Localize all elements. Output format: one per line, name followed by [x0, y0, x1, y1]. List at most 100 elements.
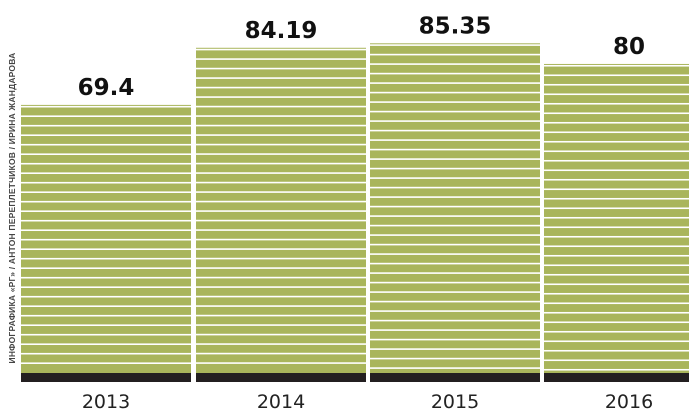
bar-stripe — [544, 150, 689, 153]
bar-stripe — [370, 110, 540, 113]
bar-stripe — [544, 283, 689, 286]
bar-stripe — [370, 300, 540, 303]
bar-stripe — [21, 210, 191, 213]
bar-stripe — [370, 234, 540, 236]
bar-stripe — [21, 181, 191, 184]
bar-stripe — [21, 352, 191, 355]
bar-stripe — [544, 207, 689, 210]
bar-stripe — [196, 333, 366, 336]
bar-stripe — [370, 367, 540, 369]
bar-stripe — [370, 91, 540, 94]
bar-stripe — [196, 362, 366, 364]
bar-stripe — [370, 310, 540, 312]
value-label-2013: 69.4 — [78, 75, 135, 101]
bar-stripe — [370, 167, 540, 170]
bar-stripe — [544, 292, 689, 295]
bar-stripe — [370, 338, 540, 341]
bar-stripe — [21, 200, 191, 203]
bar-stripe — [370, 129, 540, 132]
bar-stripe — [196, 124, 366, 127]
bar-stripe — [544, 64, 689, 67]
bar-stripe — [196, 295, 366, 298]
bar-stripe — [544, 83, 689, 86]
value-label-2015: 85.35 — [419, 13, 492, 39]
bar-stripe — [196, 134, 366, 136]
bar-stripe — [370, 44, 540, 46]
bar-stripe — [370, 139, 540, 141]
bar-group-2013: 69.4 2013 — [21, 75, 191, 413]
bar-stripe — [370, 215, 540, 217]
bar-stripe — [196, 229, 366, 231]
bar-stripe — [21, 248, 191, 251]
bar-stripe — [370, 120, 540, 122]
bar-stripe — [196, 105, 366, 108]
bar-stripe — [544, 121, 689, 124]
bar-stripe — [196, 238, 366, 241]
bar-stripe — [196, 248, 366, 250]
bar-stripe — [196, 286, 366, 288]
bar-stripe — [544, 264, 689, 267]
bar-stripe — [196, 343, 366, 345]
bar-stripe — [21, 115, 191, 118]
bar-stripe — [370, 357, 540, 360]
tick-label-2015: 2015 — [431, 391, 479, 413]
bar-stripe — [544, 159, 689, 162]
bar-stripe — [370, 148, 540, 151]
bar-stripe — [370, 224, 540, 227]
bar-stripe — [370, 243, 540, 246]
bar-stripe — [370, 205, 540, 208]
bar-stripe — [21, 276, 191, 279]
bar-stripe — [370, 348, 540, 350]
bar-stripe — [370, 158, 540, 160]
tick-label-2016: 2016 — [605, 391, 653, 413]
bar-stripe — [370, 272, 540, 274]
bar-stripe — [544, 169, 689, 172]
bar-stripe — [370, 177, 540, 179]
bar-stripe — [196, 86, 366, 89]
bar-stripe — [196, 276, 366, 279]
bar-stripe — [21, 343, 191, 346]
bar-stripe — [196, 352, 366, 355]
bar-stripe — [196, 200, 366, 203]
bar-stripe — [21, 286, 191, 289]
bar-stripe — [544, 302, 689, 305]
bar-stripe — [21, 153, 191, 156]
bar-stripe — [544, 311, 689, 314]
bar-stripe — [370, 82, 540, 84]
bar-stripe — [370, 196, 540, 198]
bar-stripe — [544, 368, 689, 371]
bar-stripe — [21, 267, 191, 270]
bar-stripe — [196, 324, 366, 326]
bar-stripe — [196, 48, 366, 51]
bar-stripe — [196, 257, 366, 260]
baseline-segment — [370, 373, 540, 382]
bar-stripe — [370, 72, 540, 75]
bar-stripe — [544, 340, 689, 343]
baseline-segment — [196, 373, 366, 382]
bar-stripe — [196, 172, 366, 174]
bar-stripe — [544, 188, 689, 191]
bar-group-2014: 84.19 2014 — [196, 18, 366, 413]
bar-stripe — [196, 143, 366, 146]
bar-stripe — [196, 191, 366, 193]
bar-stripe — [370, 291, 540, 293]
bar-stripe — [21, 105, 191, 108]
bar-stripe — [370, 329, 540, 331]
bar-stripe — [544, 235, 689, 238]
bar-stripe — [21, 191, 191, 194]
bar-stripe — [21, 134, 191, 137]
tick-label-2013: 2013 — [82, 391, 130, 413]
bar-stripe — [196, 314, 366, 317]
bar-stripe — [196, 67, 366, 70]
bar-stripe — [21, 229, 191, 232]
bar-stripe — [370, 101, 540, 103]
bar-stripe — [544, 102, 689, 105]
bar-stripe — [544, 245, 689, 248]
bar-stripe — [196, 58, 366, 60]
bar-stripe — [21, 143, 191, 146]
bar-stripe — [196, 162, 366, 165]
bar-stripe — [21, 219, 191, 222]
bar-stripe — [196, 267, 366, 269]
value-label-2014: 84.19 — [245, 18, 318, 44]
bar-stripe — [196, 115, 366, 117]
